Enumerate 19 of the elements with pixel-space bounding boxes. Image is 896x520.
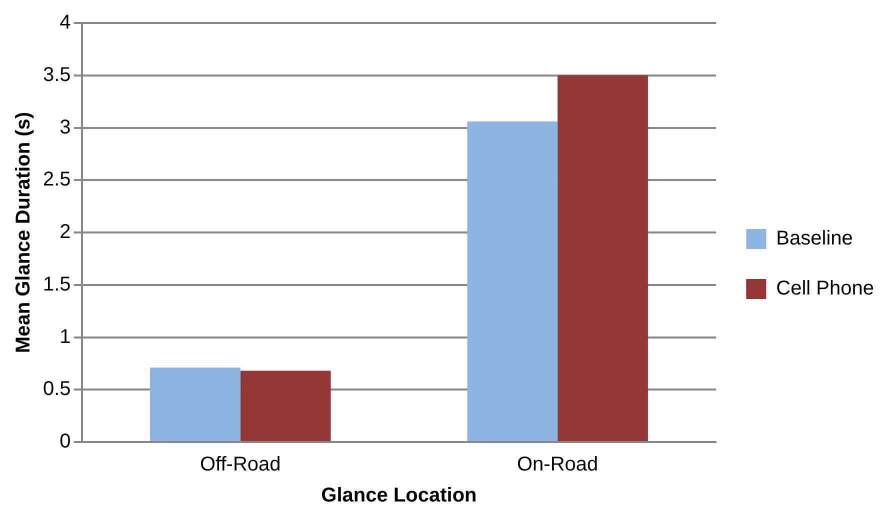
- bar: [558, 75, 648, 441]
- bar: [467, 121, 558, 441]
- y-tick-label: 1.5: [42, 273, 71, 296]
- x-tick-label: Off-Road: [200, 454, 281, 476]
- x-axis-title: Glance Location: [321, 484, 477, 507]
- y-tick-label: 2.5: [42, 168, 71, 191]
- y-tick-label: 1: [60, 326, 71, 348]
- bar: [150, 368, 240, 441]
- y-tick-label: 3: [60, 116, 71, 138]
- y-tick-label: 0: [60, 430, 71, 453]
- legend-label: Cell Phone: [776, 278, 874, 300]
- legend-label: Baseline: [776, 228, 853, 250]
- y-axis-title: Mean Glance Duration (s): [12, 112, 35, 354]
- y-tick-label: 0.5: [42, 378, 71, 400]
- bar: [240, 370, 331, 441]
- y-tick-label: 4: [60, 12, 71, 34]
- y-tick-label: 2: [60, 221, 71, 244]
- x-tick-label: On-Road: [516, 454, 598, 476]
- y-tick-label: 3.5: [42, 64, 71, 86]
